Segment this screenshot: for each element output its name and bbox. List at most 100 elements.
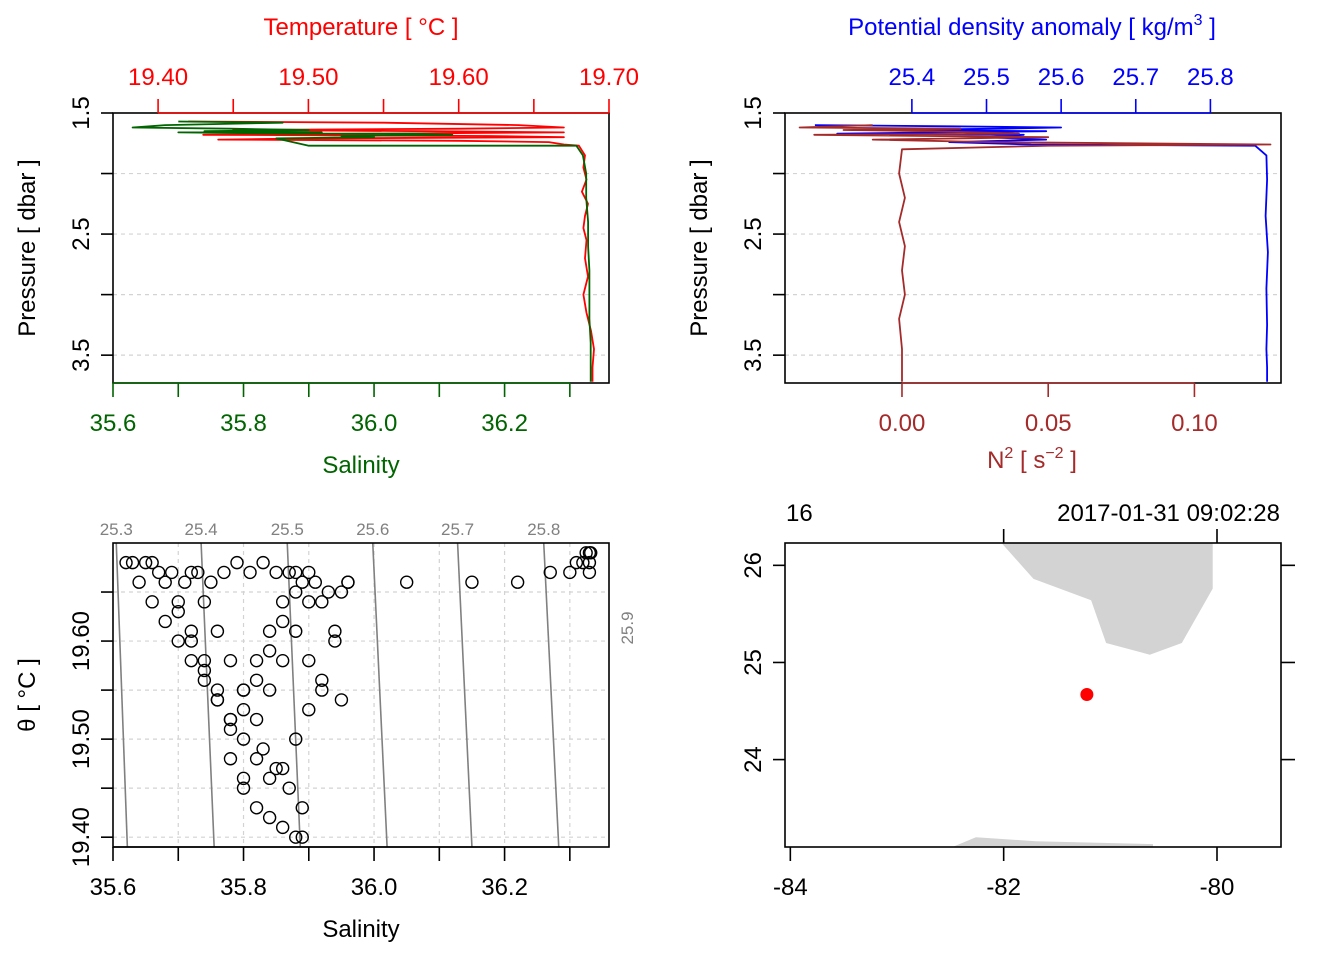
ts-point	[151, 565, 166, 580]
ts-point	[178, 575, 192, 589]
ts-point	[197, 653, 212, 668]
ts-diagram-isopycnals	[115, 543, 645, 847]
isopycnal-label: 25.8	[527, 520, 560, 539]
ts-point	[262, 624, 277, 638]
ts-point	[171, 595, 185, 609]
ts-point	[165, 565, 179, 580]
ts-diagram-isopycnal-labels: 25.3 25.4 25.5 25.6 25.7 25.8 25.9	[100, 520, 637, 645]
station-map-timestamp: 2017-01-31 09:02:28	[1057, 500, 1280, 527]
salinity-profile-line	[131, 120, 592, 382]
top-axis-tick-label: 25.5	[963, 64, 1010, 91]
land-polygon	[1001, 543, 1213, 655]
ts-point	[289, 565, 303, 580]
ts-point	[269, 761, 283, 776]
density-profile-line	[814, 124, 1269, 382]
bottom-axis-tick-label: 36.0	[351, 874, 398, 901]
ts-point	[210, 693, 225, 707]
ts-point	[262, 683, 277, 697]
ts-point	[275, 761, 290, 776]
bottom-axis-tick-label: 35.6	[90, 874, 137, 901]
isopycnal-label: 25.6	[356, 520, 389, 539]
ts-point	[184, 634, 199, 648]
ts-point	[328, 624, 342, 638]
y-axis-tick-label: 2.5	[740, 217, 767, 250]
y-axis-tick-label: 19.60	[68, 611, 95, 671]
ts-point	[282, 565, 296, 580]
ts-diagram-x-axis-title: Salinity	[322, 916, 399, 943]
ts-point	[282, 781, 296, 795]
ts-point	[262, 644, 277, 658]
ts-point	[289, 830, 303, 844]
temperature-profile-line	[188, 120, 595, 382]
ts-point	[119, 555, 133, 570]
ts-point	[210, 624, 225, 638]
ts-point	[223, 752, 238, 766]
ts-point	[145, 595, 159, 609]
station-map-frame	[784, 542, 1282, 848]
ts-point	[145, 555, 159, 570]
ts-point	[510, 575, 525, 589]
ts-point	[158, 614, 172, 629]
ts-point	[191, 565, 205, 580]
ts-point	[138, 555, 153, 570]
bottom-axis-tick-label: 36.0	[351, 410, 398, 437]
ts-profile-grid	[113, 172, 609, 356]
station-marker	[1080, 688, 1094, 702]
ts-profile-top-axis: 19.40 19.50 19.60 19.70	[128, 64, 639, 114]
ts-point	[249, 653, 264, 668]
density-profile-top-axis-title: Potential density anomaly [ kg/m3 ]	[848, 12, 1216, 41]
bottom-axis-tick-label: 36.2	[481, 410, 528, 437]
ts-point	[243, 565, 257, 580]
station-map-panel: -84 -82 -80 24 25 26 16 2017-01-31 09:02:28	[740, 500, 1295, 901]
ts-point	[341, 575, 355, 589]
station-map-top-left-label: 16	[786, 500, 813, 527]
ts-point	[576, 555, 590, 570]
bottom-axis-tick-label: 35.8	[220, 874, 267, 901]
ts-diagram-bottom-axis: 35.6 35.8 36.0 36.2	[90, 846, 571, 901]
y-axis-tick-label: 26	[740, 552, 767, 579]
ts-point	[315, 673, 329, 687]
ts-point	[223, 712, 238, 727]
isopycnal-label: 25.4	[185, 520, 218, 539]
bottom-axis-tick-label: 36.2	[481, 874, 528, 901]
ts-point	[328, 634, 342, 648]
density-profile-panel: 25.4 25.5 25.6 25.7 25.8 0.00 0.05 0.10 1.5 2.5…	[686, 12, 1282, 474]
ts-point	[579, 546, 593, 560]
density-profile-y-axis-title: Pressure [ dbar ]	[686, 159, 713, 336]
bottom-axis-tick-label: -80	[1200, 874, 1235, 901]
y-axis-tick-label: 2.5	[68, 217, 95, 250]
isopycnal-line	[630, 543, 645, 847]
ts-point	[249, 673, 264, 687]
ts-point	[230, 555, 244, 570]
density-profile-bottom-axis: 0.00 0.05 0.10	[879, 382, 1218, 437]
bottom-axis-tick-label: 0.10	[1171, 410, 1218, 437]
y-axis-tick-label: 25	[740, 649, 767, 676]
ts-point	[217, 565, 231, 580]
ts-point	[132, 575, 146, 589]
ts-point	[184, 624, 199, 638]
isopycnal-line	[371, 543, 388, 847]
ts-point	[582, 555, 597, 570]
ts-point	[308, 575, 323, 589]
ts-point	[563, 565, 577, 580]
ts-point	[302, 595, 316, 609]
station-map-axes: -84 -82 -80 24 25 26	[740, 529, 1295, 901]
ts-profile-bottom-axis: 35.6 35.8 36.0 36.2	[90, 382, 571, 437]
ts-point	[399, 575, 414, 589]
density-profile-top-axis: 25.4 25.5 25.6 25.7 25.8	[889, 64, 1234, 114]
ts-point	[275, 653, 290, 668]
top-axis-tick-label: 19.40	[128, 64, 188, 91]
ts-point	[289, 585, 303, 599]
y-axis-tick-label: 24	[740, 746, 767, 773]
top-axis-tick-label: 25.6	[1038, 64, 1085, 91]
ts-point	[582, 565, 597, 580]
isopycnal-label: 25.9	[618, 611, 637, 644]
ts-point	[543, 565, 557, 580]
ts-diagram-panel: 25.3 25.4 25.5 25.6 25.7 25.8 25.9 35.6 35.8 36.…	[14, 520, 645, 943]
y-axis-tick-label: 3.5	[740, 338, 767, 371]
density-profile-left-axis: 1.5 2.5 3.5	[740, 96, 785, 372]
top-axis-tick-label: 19.50	[278, 64, 338, 91]
ts-point	[256, 555, 270, 570]
density-profile-bottom-axis-title: N2 [ s−2 ]	[987, 445, 1077, 474]
